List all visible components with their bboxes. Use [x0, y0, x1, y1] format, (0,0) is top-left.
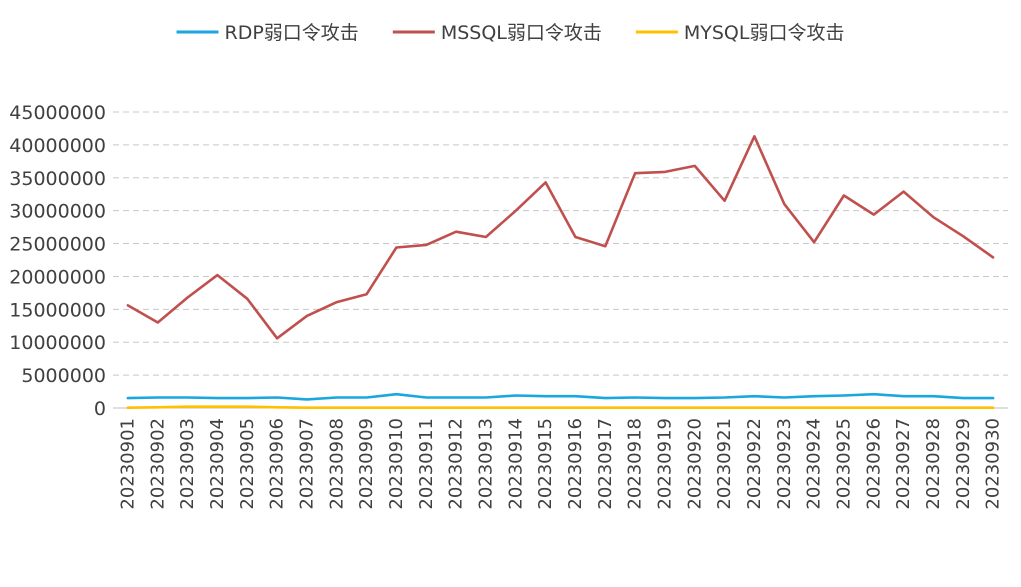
- series-line-2: [126, 135, 995, 340]
- x-tick-label: 20230903: [177, 418, 198, 510]
- y-tick-label: 5000000: [21, 365, 106, 387]
- x-tick-label: 20230902: [147, 418, 168, 510]
- y-tick-label: 40000000: [9, 135, 106, 157]
- chart-series: [126, 135, 995, 410]
- y-tick-label: 0: [94, 398, 106, 420]
- x-tick-label: 20230909: [356, 418, 377, 510]
- x-tick-label: 20230906: [267, 418, 288, 510]
- x-tick-label: 20230908: [326, 418, 347, 510]
- x-tick-label: 20230927: [893, 418, 914, 510]
- x-tick-label: 20230920: [684, 418, 705, 510]
- legend-label: RDP弱口令攻击: [225, 22, 359, 44]
- y-axis: 0 5000000 10000000 15000000 20000000 25000000…: [9, 102, 106, 420]
- legend-label: MSSQL弱口令攻击: [441, 22, 602, 44]
- y-tick-label: 25000000: [9, 234, 106, 256]
- x-tick-label: 20230910: [386, 418, 407, 510]
- x-tick-label: 20230913: [475, 418, 496, 510]
- x-tick-label: 20230917: [595, 418, 616, 510]
- y-tick-label: 35000000: [9, 168, 106, 190]
- x-tick-label: 20230922: [744, 418, 765, 510]
- x-tick-label: 20230928: [923, 418, 944, 510]
- x-tick-label: 20230919: [654, 418, 675, 510]
- x-axis: 20230901 20230902 20230903 20230904 20230905…: [113, 407, 1008, 510]
- x-tick-label: 20230929: [953, 418, 974, 510]
- series-line-1: [126, 392, 995, 401]
- y-tick-label: 20000000: [9, 266, 106, 288]
- x-tick-label: 20230916: [565, 418, 586, 510]
- x-tick-label: 20230907: [296, 418, 317, 510]
- x-tick-label: 20230904: [207, 418, 228, 510]
- x-tick-label: 20230918: [625, 418, 646, 510]
- x-tick-label: 20230911: [416, 418, 437, 510]
- x-tick-label: 20230923: [774, 418, 795, 510]
- x-tick-label: 20230914: [505, 418, 526, 510]
- y-tick-label: 10000000: [9, 332, 106, 354]
- x-tick-label: 20230921: [714, 418, 735, 510]
- x-tick-label: 20230930: [983, 418, 1004, 510]
- legend-item-2: MSSQL弱口令攻击: [392, 22, 602, 44]
- x-tick-label: 20230905: [237, 418, 258, 510]
- x-tick-label: 20230915: [535, 418, 556, 510]
- chart-gridlines: [113, 111, 1008, 376]
- chart-legend: RDP弱口令攻击 MSSQL弱口令攻击 MYSQL弱口令攻击: [176, 22, 845, 44]
- legend-item-3: MYSQL弱口令攻击: [635, 22, 845, 44]
- legend-label: MYSQL弱口令攻击: [684, 22, 845, 44]
- y-tick-label: 30000000: [9, 201, 106, 223]
- legend-item-1: RDP弱口令攻击: [176, 22, 359, 44]
- series-line-3: [126, 405, 995, 410]
- x-tick-label: 20230925: [833, 418, 854, 510]
- y-tick-label: 15000000: [9, 299, 106, 321]
- x-tick-label: 20230912: [446, 418, 467, 510]
- x-tick-label: 20230901: [117, 418, 138, 510]
- x-tick-label: 20230926: [863, 418, 884, 510]
- x-tick-label: 20230924: [804, 418, 825, 510]
- y-tick-label: 45000000: [9, 102, 106, 124]
